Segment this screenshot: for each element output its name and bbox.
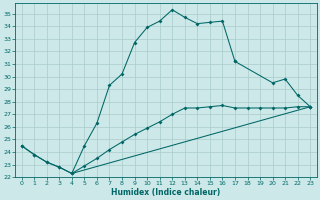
X-axis label: Humidex (Indice chaleur): Humidex (Indice chaleur) xyxy=(111,188,220,197)
